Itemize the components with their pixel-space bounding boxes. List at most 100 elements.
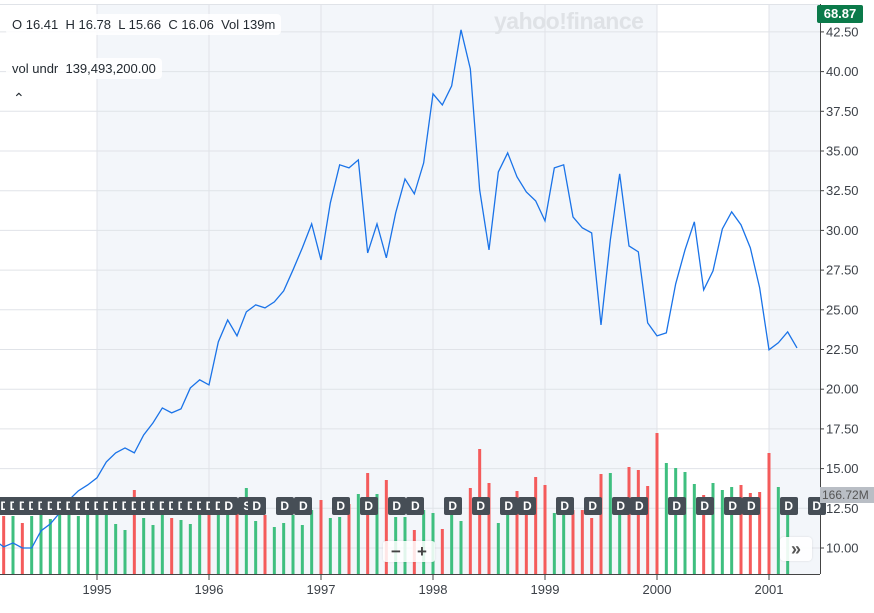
volume-bar (618, 503, 622, 574)
dividend-marker[interactable]: D (406, 497, 425, 515)
dividend-marker[interactable]: D (387, 497, 406, 515)
volume-bar (655, 433, 659, 574)
volume-bar (739, 485, 743, 574)
y-tick-label: 32.50 (826, 183, 859, 198)
volume-bar (328, 518, 332, 574)
volume-bar (375, 494, 379, 574)
y-tick-label: 35.00 (826, 144, 859, 159)
dividend-marker[interactable]: D (583, 497, 602, 515)
x-tick-label: 1999 (531, 582, 560, 597)
volume-bar (440, 529, 444, 574)
volume-bar (571, 510, 575, 574)
volume-bar (104, 515, 108, 574)
volume-bar (291, 515, 295, 574)
dividend-marker[interactable]: D (219, 497, 238, 515)
volume-bar (272, 527, 276, 574)
dividend-marker[interactable]: D (667, 497, 686, 515)
volume-bar (226, 510, 230, 574)
y-tick-label: 40.00 (826, 64, 859, 79)
volume-bar (114, 524, 118, 574)
volume-bar (76, 516, 80, 574)
zoom-out-button[interactable]: − (391, 542, 401, 561)
dividend-marker[interactable]: D (518, 497, 537, 515)
volume-bar (366, 473, 370, 574)
volume-bar (142, 518, 146, 574)
volume-bar (235, 505, 239, 574)
zoom-in-button[interactable]: + (417, 542, 427, 561)
y-tick-label: 17.50 (826, 421, 859, 436)
dividend-marker[interactable]: D (471, 497, 490, 515)
volume-bar (58, 510, 62, 574)
y-tick-label: 12.50 (826, 501, 859, 516)
volume-bar (86, 510, 90, 574)
volume-bar (39, 512, 43, 574)
volume-bar (95, 515, 99, 574)
volume-bar (450, 515, 454, 574)
volume-bar (282, 523, 286, 574)
volume-bar (748, 493, 752, 574)
dividend-marker[interactable]: D (331, 497, 350, 515)
price-line (0, 29, 798, 549)
dividend-marker[interactable]: D (630, 497, 649, 515)
volume-bar (664, 463, 668, 574)
dividend-marker[interactable]: D (275, 497, 294, 515)
yahoo-finance-watermark: yahoo!finance (494, 8, 644, 34)
y-tick-label: 25.00 (826, 302, 859, 317)
volume-bar (67, 515, 71, 574)
dividend-marker[interactable]: D (695, 497, 714, 515)
dividend-marker[interactable]: D (723, 497, 742, 515)
volume-bar (300, 525, 304, 574)
volume-bar (562, 502, 566, 574)
volume-bar (636, 470, 640, 574)
volume-bar (720, 490, 724, 574)
volume-bar (207, 510, 211, 574)
dividend-marker[interactable]: D (611, 497, 630, 515)
volume-bar (758, 492, 762, 574)
volume-bar (459, 521, 463, 574)
volume-bar (627, 467, 631, 574)
dividend-marker[interactable]: D (443, 497, 462, 515)
volume-bar (170, 518, 174, 574)
volume-bar (347, 504, 351, 574)
y-tick-label: 37.50 (826, 104, 859, 119)
volume-bar (599, 474, 603, 574)
x-tick-label: 2001 (755, 582, 784, 597)
volume-bar (776, 487, 780, 574)
scroll-right-button[interactable]: » (780, 537, 812, 561)
dividend-marker[interactable]: D (779, 497, 798, 515)
dividend-marker[interactable]: D (499, 497, 518, 515)
dividend-marker[interactable]: D (742, 497, 761, 515)
volume-bar (198, 515, 202, 574)
volume-bar (123, 530, 127, 574)
chevron-up-icon[interactable]: ⌃ (13, 90, 25, 106)
volume-bar (524, 508, 528, 574)
volume-bar (674, 468, 678, 574)
volume-bar (468, 488, 472, 574)
volume-bar (515, 491, 519, 574)
volume-bar (487, 483, 491, 574)
current-price-badge: 68.87 (817, 5, 863, 23)
volume-bar (608, 473, 612, 574)
volume-bar (496, 523, 500, 574)
shaded-region (769, 4, 820, 574)
volume-bar (384, 480, 388, 574)
volume-bar (188, 524, 192, 574)
dividend-marker[interactable]: D (247, 497, 266, 515)
dividend-marker[interactable]: D (294, 497, 313, 515)
y-tick-label: 42.50 (826, 24, 859, 39)
volume-bar (730, 487, 734, 574)
zoom-controls: − + (383, 541, 435, 562)
volume-bar (767, 453, 771, 574)
dividend-marker[interactable]: D (359, 497, 378, 515)
y-tick-label: 10.00 (826, 541, 859, 556)
y-tick-label: 27.50 (826, 263, 859, 278)
volume-bar (160, 515, 164, 574)
x-tick-label: 1997 (307, 582, 336, 597)
volume-underlay-readout: vol undr 139,493,200.00 (6, 58, 162, 79)
dividend-marker[interactable]: D (555, 497, 574, 515)
ohlc-readout: O 16.41 H 16.78 L 15.66 C 16.06 Vol 139m (6, 14, 282, 35)
volume-bar (534, 477, 538, 574)
x-tick-label: 1996 (195, 582, 224, 597)
x-tick-label: 1998 (419, 582, 448, 597)
